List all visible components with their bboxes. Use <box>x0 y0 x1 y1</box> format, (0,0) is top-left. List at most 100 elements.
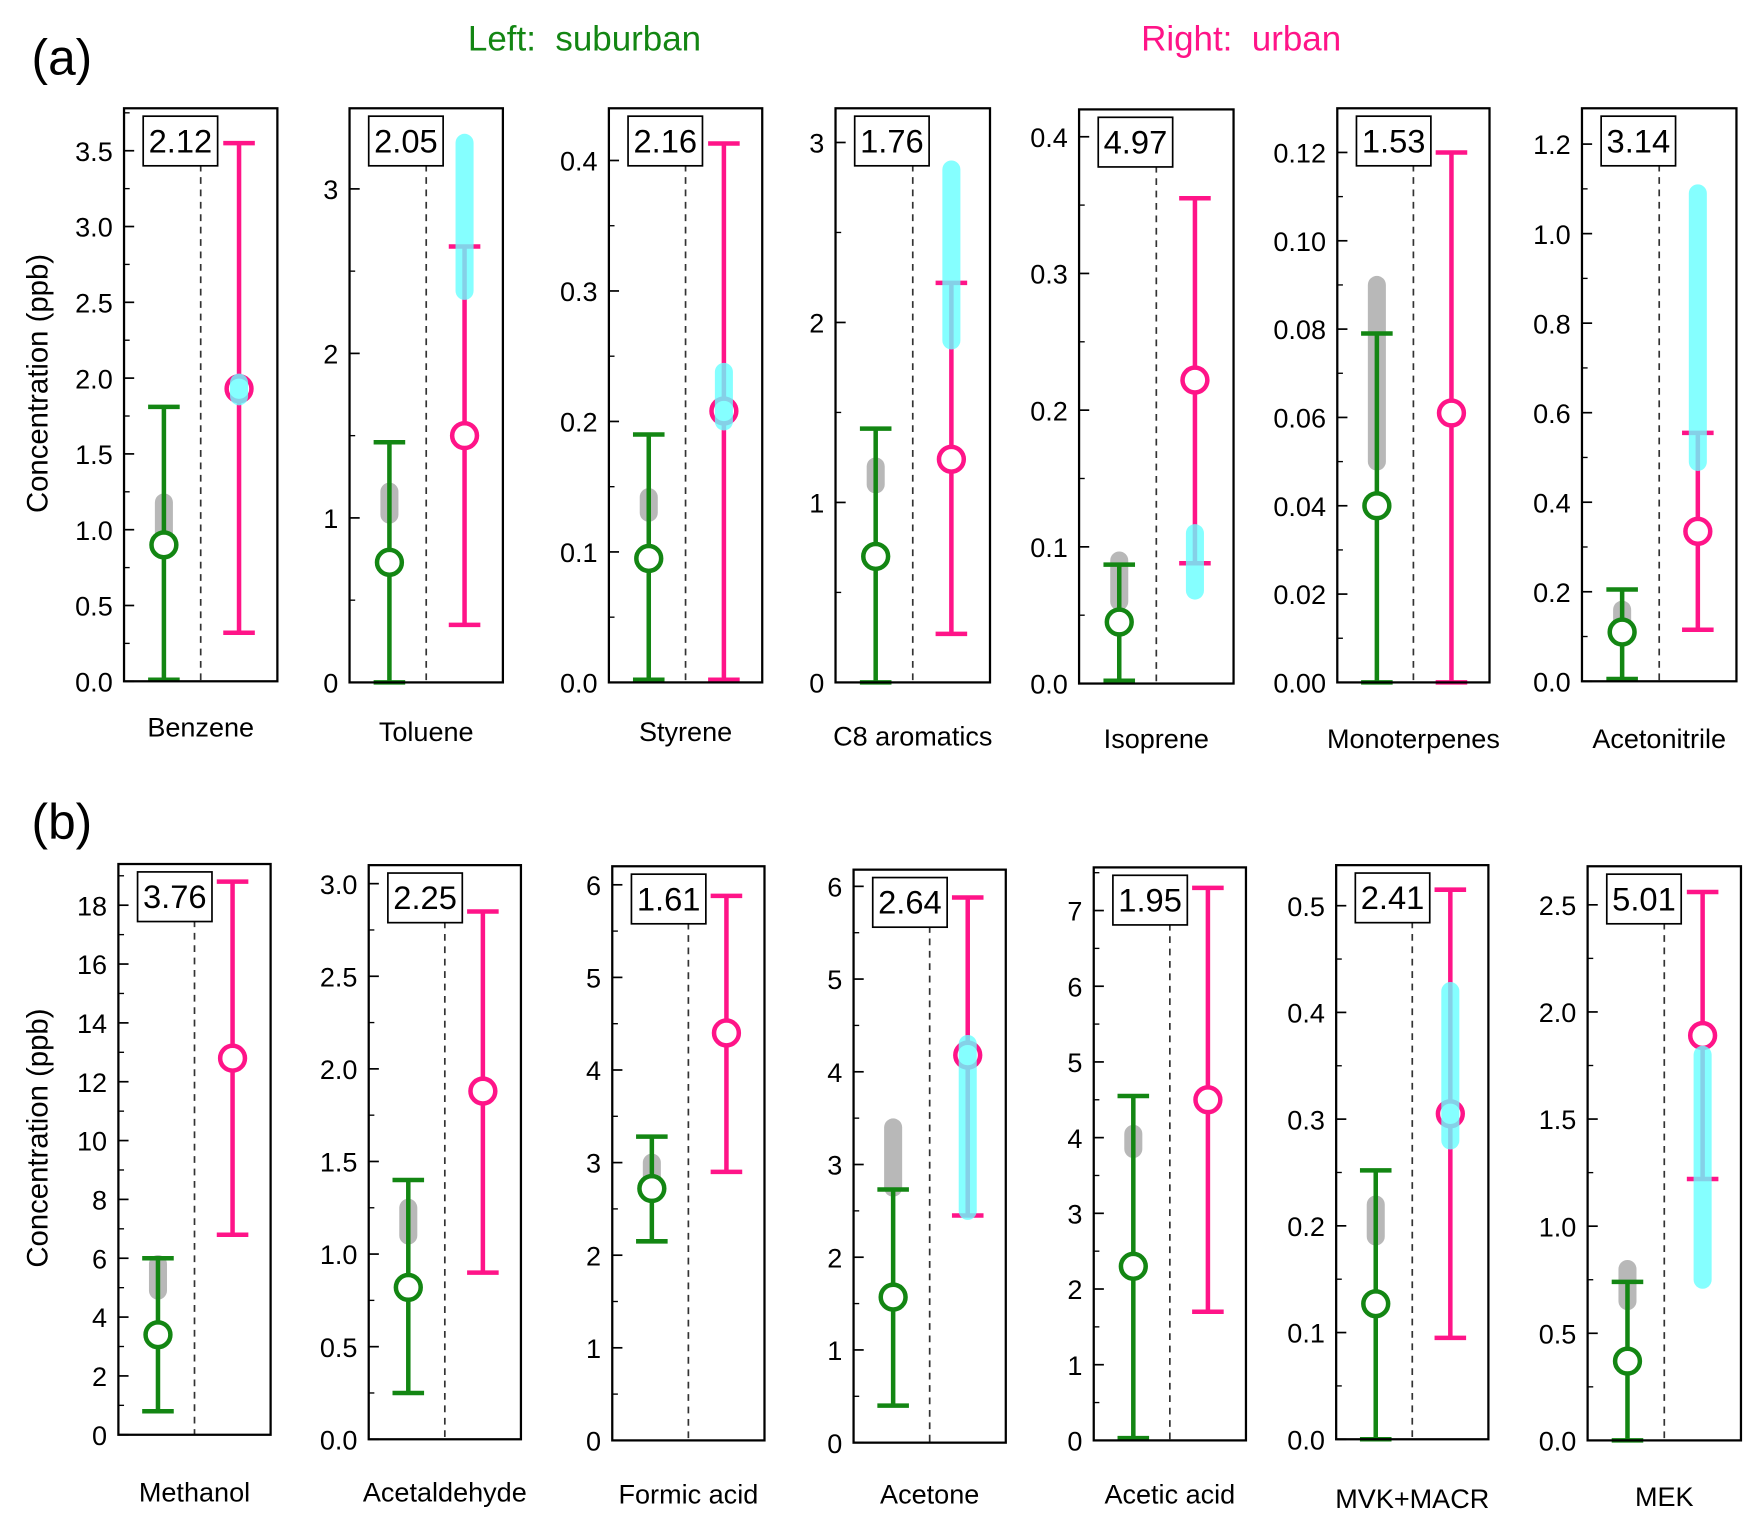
y-tick-label: 0.2 <box>1030 396 1068 426</box>
plot-frame <box>1077 108 1235 685</box>
ratio-box <box>136 871 213 923</box>
y-tick-label: 5 <box>1067 1048 1082 1078</box>
suburban-mean-marker <box>1612 1346 1643 1376</box>
ratio-box <box>871 876 948 929</box>
plot-frame <box>348 107 505 684</box>
panel-a-label: (a) <box>32 29 93 85</box>
suburban-mean-marker <box>1361 1289 1391 1319</box>
suburban-mean-marker <box>374 547 405 577</box>
species-label: Acetonitrile <box>1592 724 1726 754</box>
y-tick-label: 0.3 <box>1287 1105 1325 1135</box>
y-tick-label: 6 <box>92 1244 107 1274</box>
y-tick-label: 0.0 <box>75 667 113 697</box>
y-tick-label: 7 <box>1067 897 1082 927</box>
panel-mek: 0.0 0.5 1.0 1.5 2.0 2.5 5.01 MEK <box>1539 865 1743 1512</box>
urban-mean-marker <box>1436 398 1467 428</box>
ratio-value: 1.61 <box>637 880 701 917</box>
y-tick-label: 0 <box>827 1429 842 1459</box>
y-tick-label: 0 <box>586 1427 601 1457</box>
urban-mean-marker <box>936 444 967 474</box>
y-tick-label: 2.0 <box>1539 998 1577 1028</box>
species-label: C8 aromatics <box>833 722 992 752</box>
y-tick-label: 1.5 <box>1539 1105 1577 1135</box>
suburban-mean-marker <box>878 1282 908 1312</box>
ratio-box <box>627 115 704 167</box>
y-tick-label: 0 <box>323 669 338 699</box>
suburban-mean-marker <box>393 1272 423 1303</box>
y-tick-label: 0.02 <box>1273 580 1326 610</box>
y-tick-label: 3 <box>323 175 338 205</box>
y-tick-label: 0.5 <box>1287 892 1325 922</box>
y-tick-label: 0.0 <box>560 669 598 699</box>
urban-mean-marker <box>468 1076 498 1106</box>
urban-mean-marker <box>449 420 480 451</box>
species-label: Methanol <box>139 1477 250 1507</box>
y-tick-label: 0.06 <box>1273 404 1326 434</box>
suburban-mean-marker <box>1118 1251 1148 1281</box>
plot-frame <box>122 107 279 683</box>
species-label: Acetaldehyde <box>363 1477 527 1507</box>
y-tick-label: 1 <box>827 1336 842 1366</box>
y-tick-label: 2 <box>827 1243 842 1273</box>
y-tick-label: 3 <box>1067 1199 1082 1229</box>
y-tick-label: 3 <box>809 129 824 159</box>
y-tick-label: 0.6 <box>1533 399 1571 429</box>
urban-mean-marker <box>217 1043 248 1073</box>
y-tick-label: 4 <box>1067 1124 1082 1154</box>
y-tick-label: 2.5 <box>1539 891 1577 921</box>
y-tick-label: 0 <box>1067 1427 1082 1457</box>
plot-frame <box>367 864 523 1441</box>
y-tick-label: 14 <box>77 1009 107 1039</box>
panel-mvk-macr: 0.0 0.1 0.2 0.3 0.4 0.5 2.41 MVK+MACR <box>1287 864 1490 1514</box>
ratio-value: 2.16 <box>633 122 697 159</box>
y-tick-label: 1 <box>323 504 338 534</box>
panel-acetic-acid: 0 1 2 3 4 5 6 7 1.95 Acetic acid <box>1067 866 1248 1510</box>
suburban-mean-marker <box>1104 607 1134 637</box>
y-tick-label: 0.0 <box>1539 1427 1577 1457</box>
y-tick-label: 1 <box>1067 1351 1082 1381</box>
y-tick-label: 2.5 <box>75 288 113 318</box>
panel-b-label: (b) <box>32 794 93 850</box>
ratio-value: 2.05 <box>374 122 438 159</box>
species-label: Styrene <box>639 717 732 747</box>
y-tick-label: 0.1 <box>560 538 598 568</box>
y-axis-label: Concentration (ppb) <box>21 254 54 513</box>
species-label: Toluene <box>379 717 474 747</box>
panel-acetaldehyde: 0.0 0.5 1.0 1.5 2.0 2.5 3.0 2.25 Acetaldehyde <box>320 864 527 1507</box>
plot-frame <box>1336 107 1491 684</box>
y-tick-label: 0 <box>809 669 824 699</box>
ratio-value: 5.01 <box>1612 880 1676 917</box>
ratio-value: 3.14 <box>1607 122 1671 159</box>
y-tick-label: 0.10 <box>1273 227 1326 257</box>
suburban-mean-marker <box>634 543 664 574</box>
suburban-mean-marker <box>1607 617 1637 647</box>
y-tick-label: 4 <box>827 1058 842 1088</box>
plot-frame <box>1586 865 1743 1442</box>
ratio-box <box>853 115 930 167</box>
y-tick-label: 2.0 <box>75 364 113 394</box>
ratio-box <box>1600 115 1677 167</box>
y-tick-label: 0.5 <box>320 1333 358 1363</box>
panel-monoterpenes: 0.00 0.02 0.04 0.06 0.08 0.10 0.12 1.53 Monoterp… <box>1273 107 1500 754</box>
ratio-box <box>387 872 464 924</box>
y-tick-label: 0.1 <box>1287 1319 1325 1349</box>
y-axis-label: Concentration (ppb) <box>21 1009 54 1268</box>
species-label: Monoterpenes <box>1327 724 1500 754</box>
ratio-value: 2.12 <box>149 122 213 159</box>
y-tick-label: 2 <box>92 1362 107 1392</box>
ratio-box <box>367 115 444 167</box>
y-tick-label: 0.0 <box>1287 1425 1325 1455</box>
y-tick-label: 1 <box>586 1334 601 1364</box>
y-tick-label: 0.4 <box>1533 488 1571 518</box>
panel-toluene: 0 1 2 3 2.05 Toluene <box>323 107 505 747</box>
y-tick-label: 0.2 <box>1287 1212 1325 1242</box>
y-tick-label: 3 <box>586 1149 601 1179</box>
species-label: MEK <box>1635 1482 1694 1512</box>
y-tick-label: 18 <box>77 891 107 921</box>
ratio-value: 1.53 <box>1362 122 1426 159</box>
y-tick-label: 6 <box>586 871 601 901</box>
ratio-box <box>1355 115 1432 167</box>
y-tick-label: 1.0 <box>75 516 113 546</box>
panel-isoprene: 0.0 0.1 0.2 0.3 0.4 4.97 Isoprene <box>1030 108 1235 754</box>
